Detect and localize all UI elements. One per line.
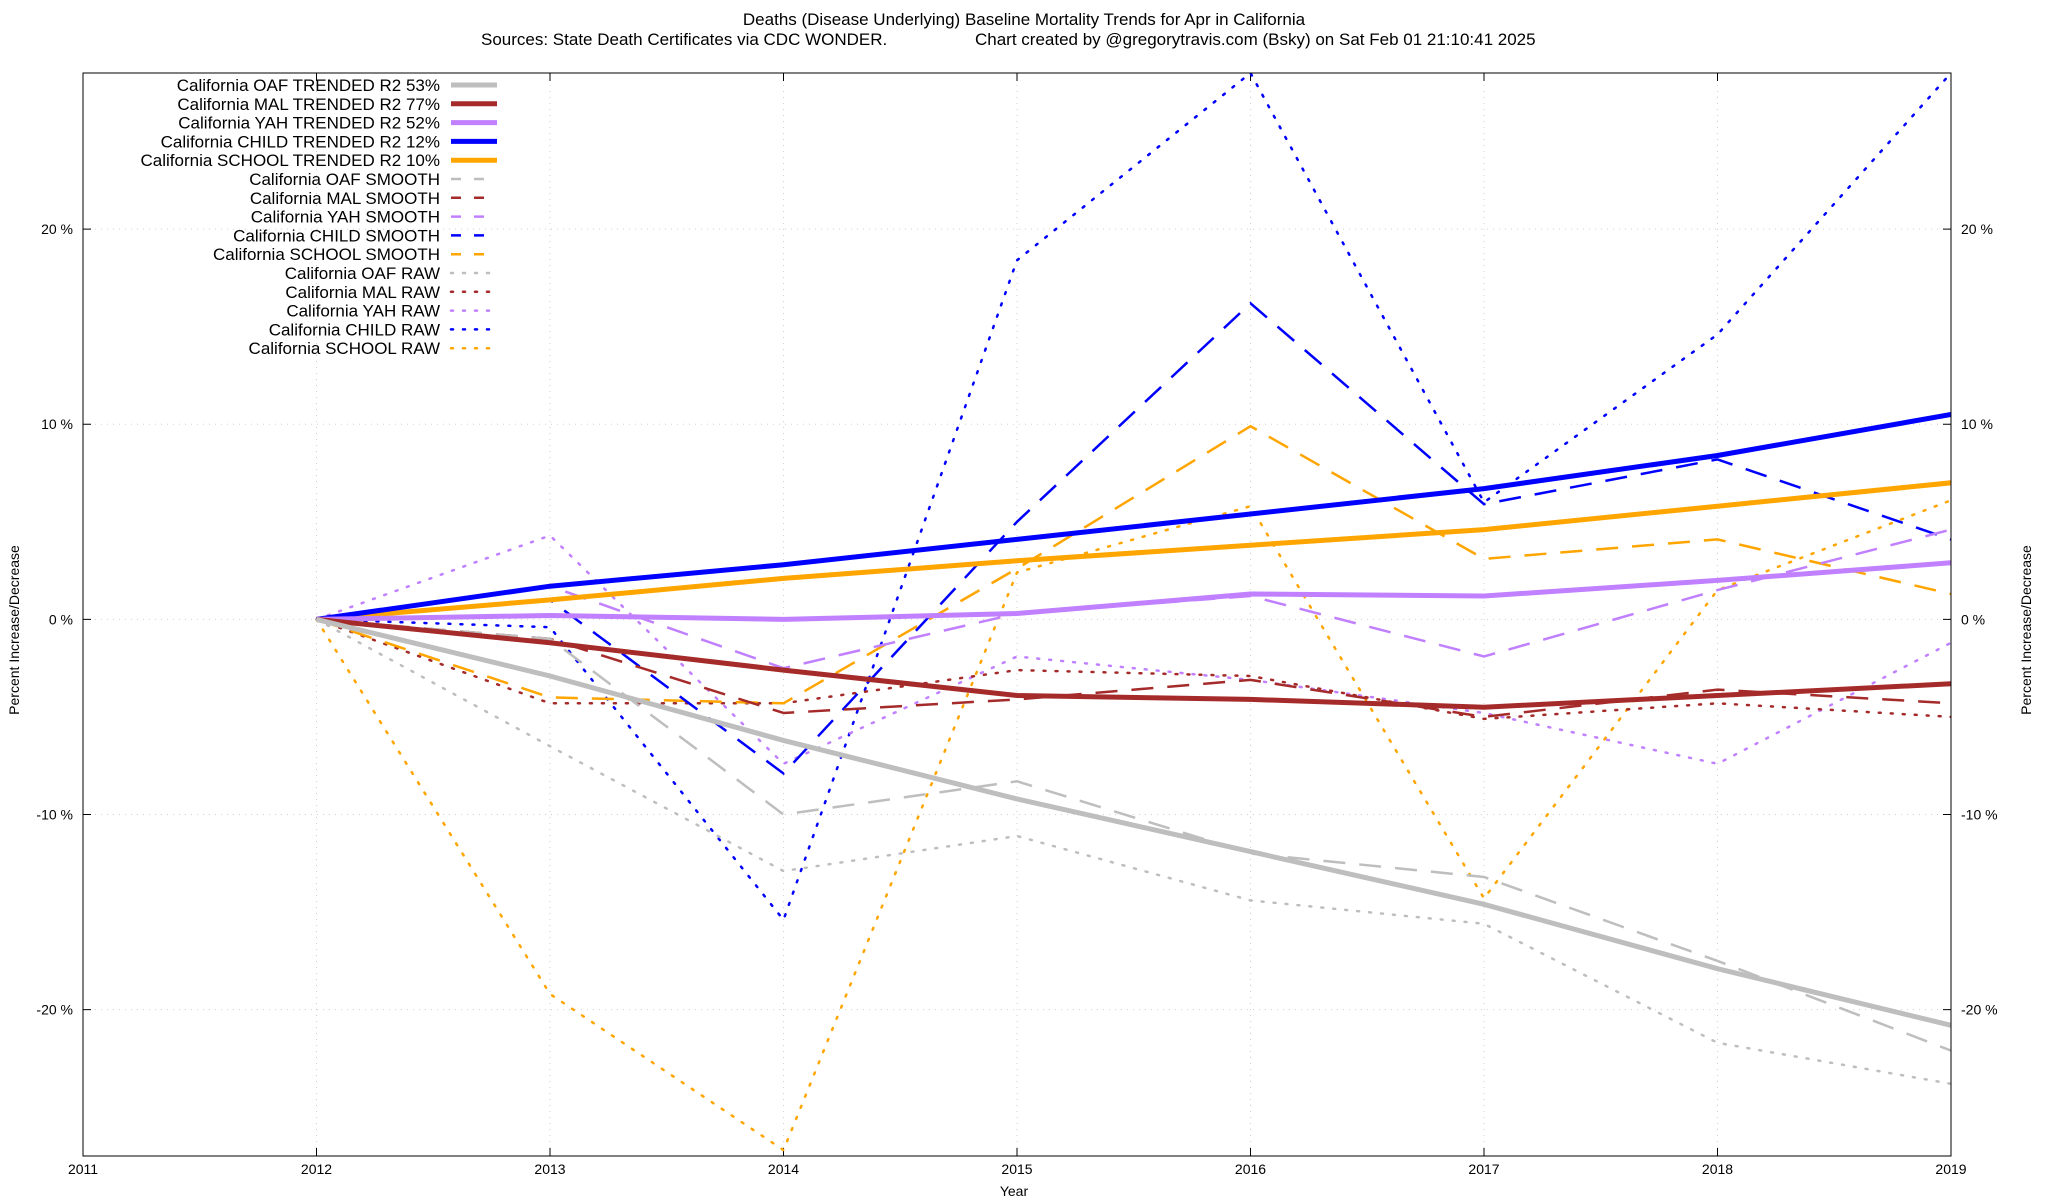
y-tick-label-left: 0 %	[49, 611, 73, 627]
legend-label: California MAL RAW	[285, 283, 440, 302]
series-line-solid	[316, 480, 1951, 622]
series-line-dashed	[316, 424, 1951, 705]
x-tick-label: 2012	[301, 1161, 332, 1177]
x-tick-label: 2019	[1935, 1161, 1966, 1177]
chart-subtitle-credit: Chart created by @gregorytravis.com (Bsk…	[975, 30, 1536, 49]
legend-label: California OAF TRENDED R2 53%	[177, 76, 440, 95]
chart-subtitle-sources: Sources: State Death Certificates via CD…	[481, 30, 887, 49]
series-line-dotted	[315, 618, 1951, 1086]
x-tick-label: 2011	[68, 1161, 98, 1177]
y-tick-label-right: 0 %	[1961, 611, 1985, 627]
series-line-dashed	[316, 301, 1951, 776]
legend-label: California CHILD RAW	[269, 320, 440, 339]
legend-label: California SCHOOL SMOOTH	[213, 245, 440, 264]
y-tick-label-right: 10 %	[1961, 416, 1993, 432]
legend-label: California YAH SMOOTH	[251, 208, 440, 227]
series-line-dotted	[315, 534, 1951, 766]
y-axis-label-left: Percent Increase/Decrease	[6, 545, 22, 715]
x-tick-label: 2016	[1235, 1161, 1266, 1177]
legend-label: California MAL SMOOTH	[250, 189, 440, 208]
x-tick-label: 2017	[1468, 1161, 1499, 1177]
series-line-solid	[316, 412, 1951, 622]
series-layer	[315, 73, 1951, 1152]
axis-ticks: 2011 2012 2013 2014 2015 2016 2017 2018 2019 -20 …	[36, 73, 1998, 1177]
legend: California OAF TRENDED R2 53%California …	[141, 76, 499, 358]
series-line-dotted	[315, 73, 1951, 923]
y-tick-label-right: -20 %	[1961, 1002, 1998, 1018]
legend-label: California YAH TRENDED R2 52%	[178, 114, 440, 133]
series-line-dotted	[315, 618, 1951, 721]
legend-label: California YAH RAW	[286, 302, 440, 321]
legend-label: California OAF SMOOTH	[249, 170, 440, 189]
x-tick-label: 2015	[1001, 1161, 1032, 1177]
y-tick-label-right: -10 %	[1961, 807, 1998, 823]
series-line-solid	[316, 616, 1951, 710]
y-tick-label-left: -10 %	[36, 807, 73, 823]
legend-label: California CHILD TRENDED R2 12%	[161, 132, 440, 151]
series-line-dashed	[316, 618, 1951, 1052]
legend-label: California CHILD SMOOTH	[233, 226, 440, 245]
y-tick-label-right: 20 %	[1961, 221, 1993, 237]
series-line-dotted	[315, 499, 1951, 1152]
x-tick-label: 2014	[768, 1161, 799, 1177]
legend-label: California SCHOOL RAW	[249, 339, 440, 358]
x-tick-label: 2018	[1702, 1161, 1733, 1177]
series-line-solid	[316, 560, 1951, 622]
plot-frame	[82, 72, 1952, 1157]
y-tick-label-left: 20 %	[41, 221, 73, 237]
x-tick-label: 2013	[534, 1161, 565, 1177]
legend-label: California MAL TRENDED R2 77%	[177, 95, 440, 114]
y-tick-label-left: 10 %	[41, 416, 73, 432]
series-line-dashed	[316, 618, 1951, 719]
x-axis-label: Year	[1000, 1183, 1029, 1199]
y-axis-label-right: Percent Increase/Decrease	[2018, 545, 2034, 715]
legend-label: California SCHOOL TRENDED R2 10%	[141, 151, 440, 170]
y-tick-label-left: -20 %	[36, 1002, 73, 1018]
series-line-solid	[315, 616, 1951, 1028]
legend-label: California OAF RAW	[285, 264, 440, 283]
chart-title: Deaths (Disease Underlying) Baseline Mor…	[743, 10, 1306, 29]
